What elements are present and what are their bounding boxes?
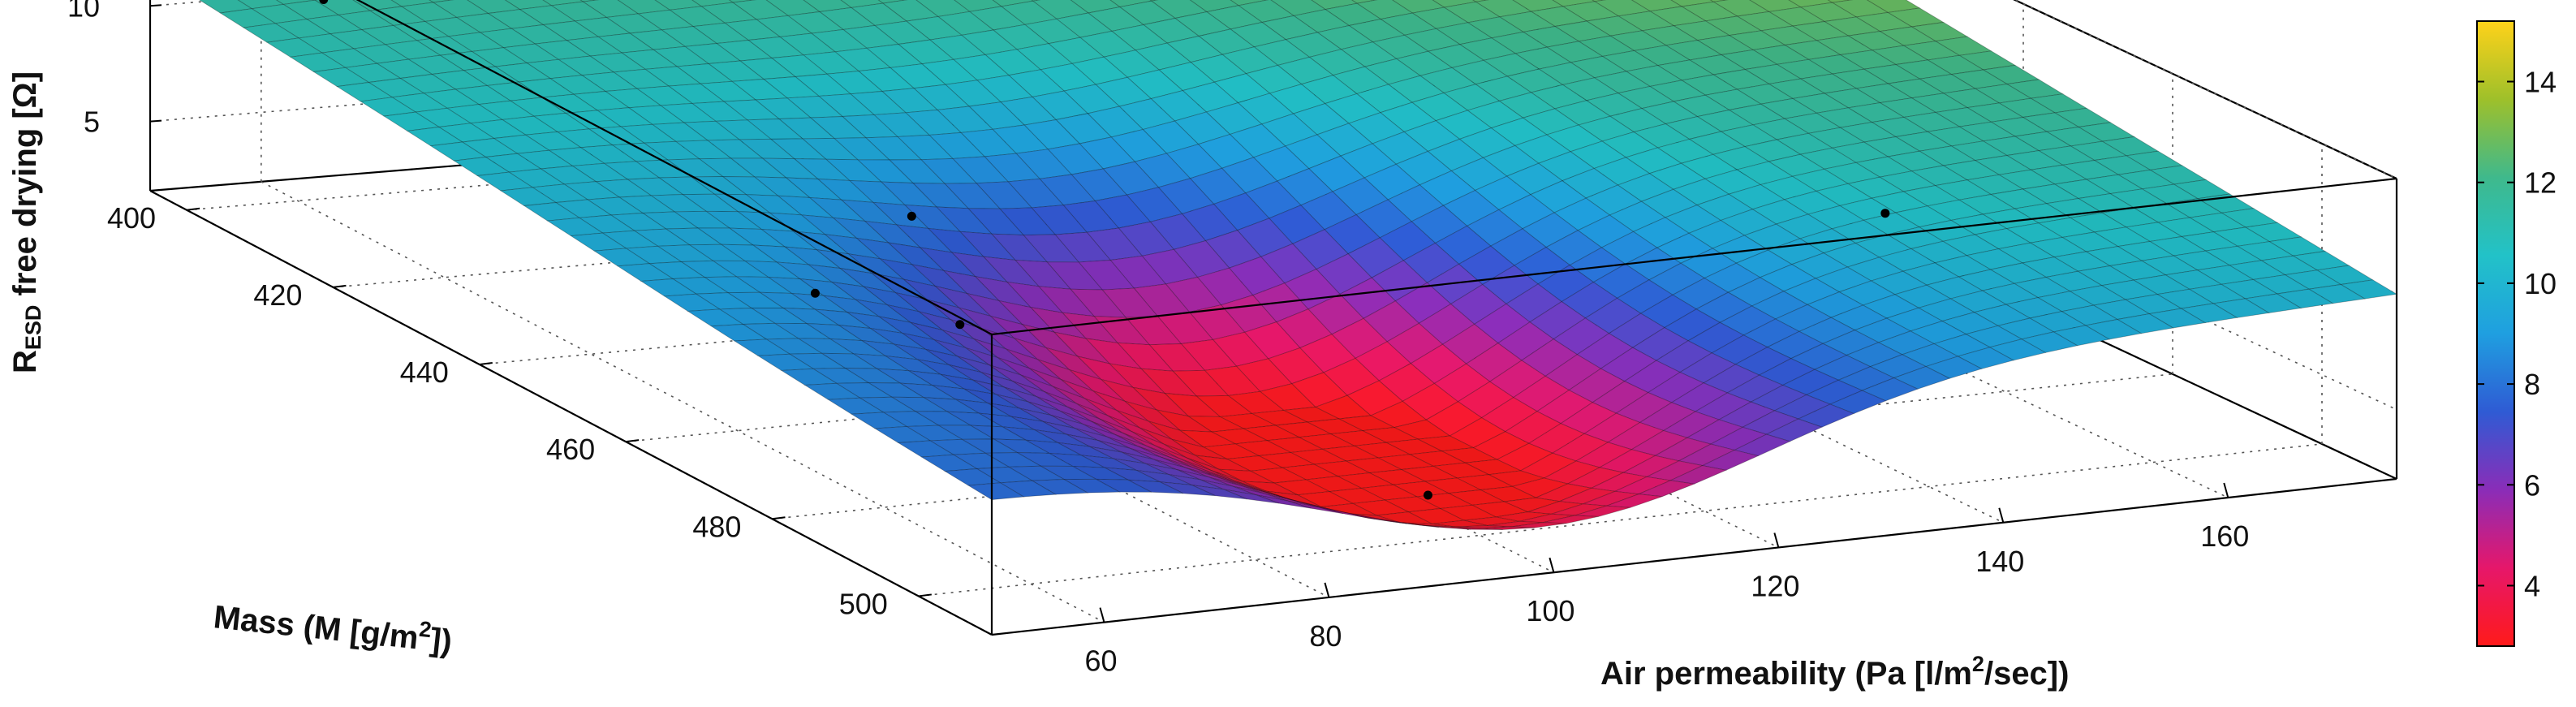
x-tick-mark bbox=[1549, 557, 1555, 573]
x-tick-label: 80 bbox=[1309, 619, 1342, 653]
x-tick-mark bbox=[1998, 507, 2005, 524]
surface-facet bbox=[1031, 0, 1041, 2]
surface-facet bbox=[728, 0, 757, 3]
x-tick-label: 140 bbox=[1975, 545, 2024, 578]
x-tick-mark bbox=[1773, 532, 1780, 548]
surface-facet bbox=[1096, 478, 1152, 493]
frame-edge bbox=[991, 477, 2397, 636]
surface-facet bbox=[1827, 0, 1854, 3]
surface-facet bbox=[1160, 481, 1216, 497]
y-tick-label: 480 bbox=[692, 510, 741, 543]
data-point bbox=[319, 0, 329, 5]
surface-facet bbox=[1861, 377, 1919, 402]
surface-facet bbox=[429, 0, 455, 3]
y-tick-label: 400 bbox=[107, 201, 156, 235]
surface-facet bbox=[1149, 0, 1159, 2]
x-tick-mark bbox=[1099, 607, 1105, 623]
y-tick-mark bbox=[479, 362, 493, 366]
z-tick-mark bbox=[149, 4, 162, 7]
y-tick-label: 460 bbox=[546, 433, 595, 466]
y-axis-label: Mass (M [g/m2]) bbox=[212, 595, 454, 660]
front-frame bbox=[149, 0, 2397, 636]
x-tick-label: 100 bbox=[1526, 594, 1574, 627]
frame-edge bbox=[991, 177, 2397, 336]
surface-facet bbox=[1701, 450, 1760, 471]
surface-facet bbox=[1574, 505, 1630, 517]
x-tick-mark bbox=[1324, 582, 1330, 598]
x-tick-label: 60 bbox=[1084, 644, 1117, 678]
data-point bbox=[1423, 490, 1432, 500]
surface-facet bbox=[2212, 298, 2270, 318]
surface-facet bbox=[2148, 308, 2207, 329]
data-point bbox=[810, 288, 820, 298]
frame-edge bbox=[149, 190, 993, 636]
surface-mesh bbox=[199, 0, 2398, 530]
colorbar: 4 6 8 10 12 14 bbox=[2476, 20, 2557, 647]
y-tick-mark bbox=[186, 207, 200, 211]
data-point bbox=[955, 320, 965, 330]
surface-facet bbox=[2053, 325, 2111, 347]
surface-facet bbox=[1062, 478, 1122, 494]
surface-facet bbox=[1669, 465, 1728, 485]
z-axis-ticks: 51015 bbox=[67, 0, 162, 139]
x-tick-mark bbox=[2223, 482, 2229, 498]
y-tick-label: 420 bbox=[253, 278, 302, 312]
surface-facet bbox=[2116, 313, 2174, 334]
x-axis-label: Air permeability (Pa [l/m2/sec]) bbox=[1600, 652, 2069, 692]
z-axis-label: RESD free drying [Ω] bbox=[7, 71, 45, 373]
colorbar-tick-label: 6 bbox=[2524, 468, 2540, 502]
colorbar-tick-label: 12 bbox=[2524, 166, 2557, 200]
y-tick-label: 440 bbox=[400, 356, 449, 389]
y-axis-ticks: 400 420 440 460 480 500 bbox=[107, 201, 932, 620]
surface-facet bbox=[2243, 293, 2302, 313]
x-tick-label: 120 bbox=[1751, 569, 1799, 602]
surface-facet bbox=[1350, 0, 1378, 4]
y-tick-mark bbox=[772, 516, 786, 520]
frame-edge bbox=[355, 0, 993, 335]
surface-facet bbox=[1709, 0, 1730, 2]
surface-facet bbox=[1319, 507, 1376, 519]
x-tick-label: 160 bbox=[2200, 519, 2249, 553]
z-tick-label: 10 bbox=[67, 0, 100, 23]
surface-facet bbox=[2020, 331, 2078, 353]
surface-facet bbox=[1191, 485, 1247, 500]
surface-facet bbox=[579, 0, 601, 2]
y-tick-mark bbox=[333, 284, 347, 288]
colorbar-tick-label: 14 bbox=[2524, 66, 2557, 99]
surface-facet bbox=[1447, 527, 1503, 530]
y-tick-mark bbox=[918, 593, 932, 597]
surface-facet bbox=[1230, 0, 1269, 6]
x-axis-ticks: 60 80 100 120 140 160 bbox=[1084, 482, 2249, 678]
y-tick-mark bbox=[626, 439, 640, 443]
surface-facet bbox=[1765, 418, 1824, 442]
colorbar-scale bbox=[2476, 20, 2515, 647]
frame-edge bbox=[2013, 0, 2397, 179]
y-tick-label: 500 bbox=[839, 587, 888, 620]
colorbar-ticks: 4 6 8 10 12 14 bbox=[2477, 66, 2557, 602]
z-tick-mark bbox=[149, 119, 162, 123]
surface-facet bbox=[1606, 494, 1663, 508]
surface-facet bbox=[1415, 524, 1471, 530]
surface-facet bbox=[999, 480, 1058, 498]
colorbar-tick-label: 8 bbox=[2524, 368, 2540, 401]
surface-facet bbox=[967, 482, 1025, 501]
surface-facet bbox=[1637, 480, 1696, 498]
data-point bbox=[1880, 209, 1890, 218]
data-points bbox=[319, 0, 1890, 500]
colorbar-tick-label: 10 bbox=[2524, 267, 2557, 300]
surface-facet bbox=[1255, 494, 1312, 509]
surface-facet bbox=[1471, 0, 1490, 2]
surface-facet bbox=[2307, 284, 2367, 304]
surface-facet bbox=[877, 0, 908, 4]
data-point bbox=[907, 211, 916, 221]
z-tick-label: 5 bbox=[84, 106, 100, 139]
surface-facet bbox=[1479, 526, 1535, 530]
surface-facet bbox=[1592, 0, 1607, 2]
colorbar-tick-label: 4 bbox=[2524, 569, 2540, 602]
